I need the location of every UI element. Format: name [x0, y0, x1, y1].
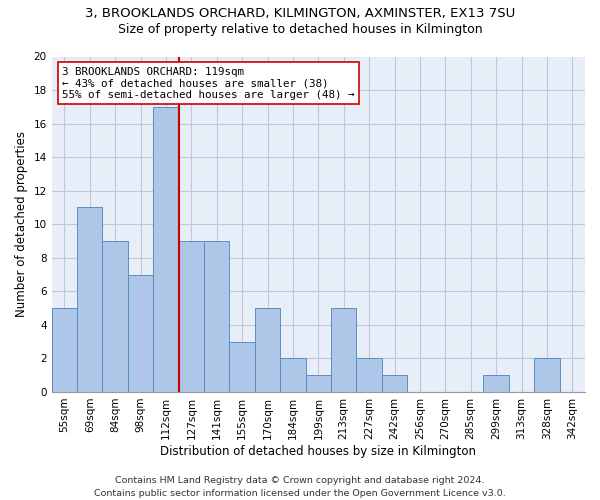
Bar — [382, 375, 407, 392]
Bar — [534, 358, 560, 392]
Text: Contains HM Land Registry data © Crown copyright and database right 2024.
Contai: Contains HM Land Registry data © Crown c… — [94, 476, 506, 498]
Bar — [128, 274, 153, 392]
Bar — [153, 107, 179, 392]
Bar — [484, 375, 509, 392]
Bar — [229, 342, 255, 392]
Text: 3, BROOKLANDS ORCHARD, KILMINGTON, AXMINSTER, EX13 7SU: 3, BROOKLANDS ORCHARD, KILMINGTON, AXMIN… — [85, 8, 515, 20]
Bar — [331, 308, 356, 392]
Text: Size of property relative to detached houses in Kilmington: Size of property relative to detached ho… — [118, 22, 482, 36]
Bar — [103, 241, 128, 392]
Bar — [356, 358, 382, 392]
X-axis label: Distribution of detached houses by size in Kilmington: Distribution of detached houses by size … — [160, 444, 476, 458]
Y-axis label: Number of detached properties: Number of detached properties — [15, 131, 28, 317]
Bar — [52, 308, 77, 392]
Bar — [179, 241, 204, 392]
Bar — [280, 358, 305, 392]
Text: 3 BROOKLANDS ORCHARD: 119sqm
← 43% of detached houses are smaller (38)
55% of se: 3 BROOKLANDS ORCHARD: 119sqm ← 43% of de… — [62, 66, 355, 100]
Bar — [305, 375, 331, 392]
Bar — [77, 208, 103, 392]
Bar — [255, 308, 280, 392]
Bar — [204, 241, 229, 392]
